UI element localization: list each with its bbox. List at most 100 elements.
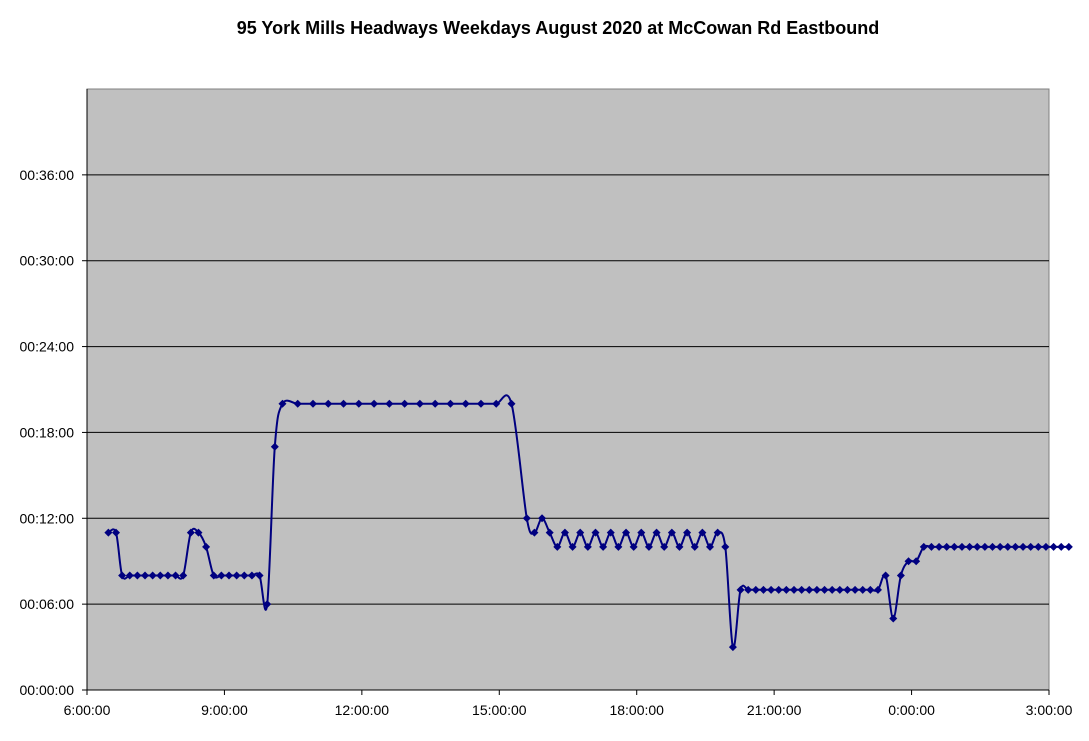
data-point [240,571,249,580]
data-point [599,542,608,551]
data-point [622,528,631,537]
x-tick-label: 15:00:00 [472,702,527,718]
data-point [904,557,913,566]
data-point [1034,542,1043,551]
data-point [812,585,821,594]
data-point [606,528,615,537]
data-point [125,571,134,580]
data-point [912,557,921,566]
data-point [576,528,585,537]
data-point [202,542,211,551]
data-point [492,399,501,408]
data-point [629,542,638,551]
data-point [583,542,592,551]
data-point [179,571,188,580]
data-point [354,399,363,408]
data-point [1011,542,1020,551]
data-point [789,585,798,594]
data-point [270,442,279,451]
data-point [736,585,745,594]
data-point [324,399,333,408]
data-point [370,399,379,408]
data-point [835,585,844,594]
y-tick-label: 00:30:00 [20,253,75,269]
data-point [614,542,623,551]
data-point [591,528,600,537]
data-point [774,585,783,594]
data-point [828,585,837,594]
y-tick-label: 00:06:00 [20,596,75,612]
x-tick-label: 18:00:00 [609,702,664,718]
data-point [889,614,898,623]
data-point [118,571,127,580]
data-point [728,643,737,652]
data-point [805,585,814,594]
data-point [881,571,890,580]
x-tick-label: 3:00:00 [1026,702,1073,718]
data-point [767,585,776,594]
data-point [461,399,470,408]
data-point [507,399,516,408]
data-point [858,585,867,594]
data-point [713,528,722,537]
data-point [255,571,264,580]
data-point [660,542,669,551]
data-point [919,542,928,551]
series-markers [104,399,1073,652]
gridlines [87,174,1049,605]
data-point [247,571,256,580]
data-point [675,542,684,551]
data-point [339,399,348,408]
data-point [896,571,905,580]
data-point [721,542,730,551]
data-point [133,571,142,580]
data-point [751,585,760,594]
data-point [568,542,577,551]
data-point [278,399,287,408]
y-tick-label: 00:12:00 [20,510,75,526]
data-point [560,528,569,537]
data-point [1049,542,1058,551]
data-point [293,399,302,408]
data-point [431,399,440,408]
data-point [927,542,936,551]
data-point [476,399,485,408]
data-point [637,528,646,537]
data-point [1057,542,1066,551]
data-point [957,542,966,551]
data-point [652,528,661,537]
data-point [538,514,547,523]
x-axis-ticks: 6:00:00 9:00:00 12:00:00 15:00:00 18:00:00 21… [64,690,1073,718]
data-point [263,600,272,609]
data-point [217,571,226,580]
data-point [759,585,768,594]
data-point [782,585,791,594]
data-point [163,571,172,580]
data-point [148,571,157,580]
data-point [667,528,676,537]
data-point [104,528,113,537]
x-tick-label: 6:00:00 [64,702,111,718]
data-point [1019,542,1028,551]
data-point [1041,542,1050,551]
data-point [194,528,203,537]
data-point [980,542,989,551]
data-point [446,399,455,408]
x-tick-label: 12:00:00 [335,702,390,718]
data-point [1003,542,1012,551]
data-point [1064,542,1073,551]
data-point [935,542,944,551]
data-point [988,542,997,551]
data-point [706,542,715,551]
data-point [644,542,653,551]
data-point [400,399,409,408]
data-point [683,528,692,537]
data-point [141,571,150,580]
data-point [545,528,554,537]
data-point [112,528,121,537]
data-point [186,528,195,537]
data-point [698,528,707,537]
data-point [415,399,424,408]
y-tick-label: 00:18:00 [20,424,75,440]
